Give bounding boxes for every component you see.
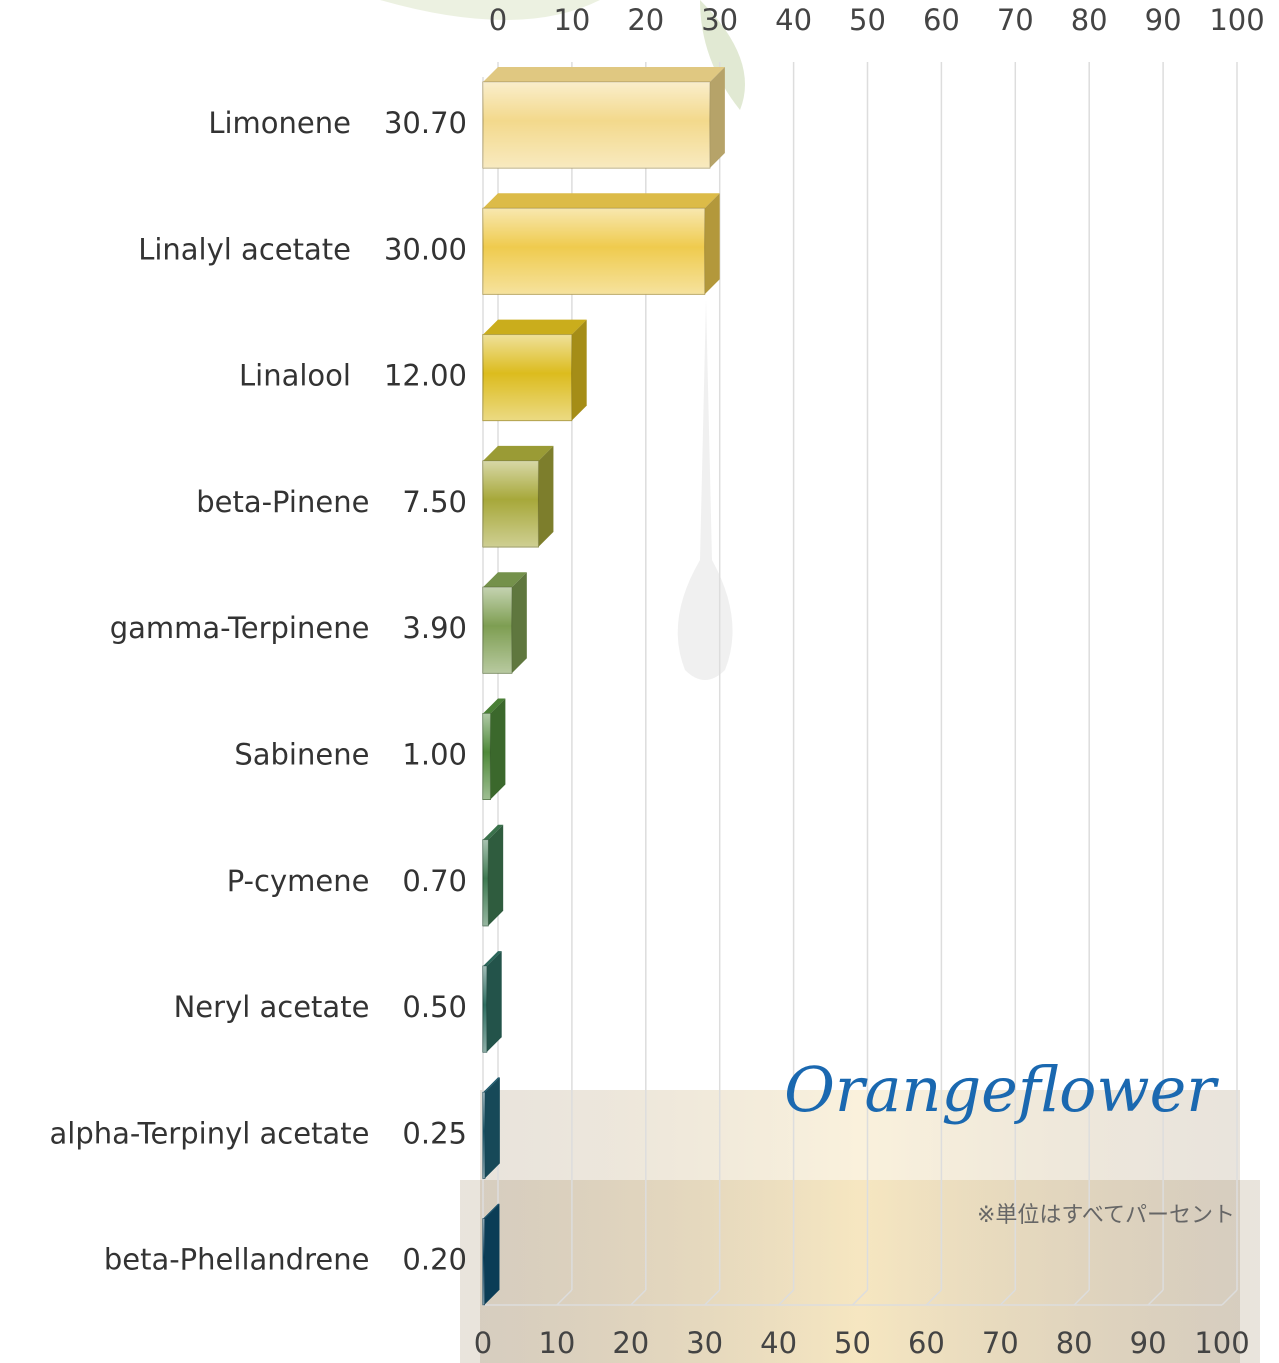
bottom-tick-label: 100 [1194, 1326, 1249, 1360]
category-label: Neryl acetate [174, 990, 370, 1024]
top-tick-label: 50 [849, 3, 886, 37]
bar-shine [483, 208, 705, 294]
bar-shine [483, 714, 490, 800]
value-label: 12.00 [384, 359, 467, 393]
bar-side [572, 320, 587, 421]
top-tick-label: 40 [775, 3, 812, 37]
bottom-tick-label: 10 [538, 1326, 575, 1360]
bar-top [483, 193, 720, 208]
bar-shine [483, 82, 710, 168]
value-label: 30.00 [384, 232, 467, 266]
top-tick-label: 30 [701, 3, 738, 37]
bar-side [490, 699, 505, 800]
bar-shine [483, 335, 572, 421]
bottom-tick-label: 0 [474, 1326, 492, 1360]
top-tick-label: 60 [923, 3, 960, 37]
value-label: 7.50 [402, 485, 467, 519]
category-label: Sabinene [234, 738, 369, 772]
top-tick-label: 70 [997, 3, 1034, 37]
value-label: 3.90 [402, 611, 467, 645]
bar-side [487, 951, 502, 1052]
unit-note: ※単位はすべてパーセント [977, 1203, 1235, 1228]
category-label: beta-Pinene [196, 485, 369, 519]
value-label: 0.25 [402, 1116, 467, 1150]
top-tick-label: 100 [1209, 3, 1264, 37]
bottom-tick-label: 60 [908, 1326, 945, 1360]
value-label: 30.70 [384, 106, 467, 140]
bottom-tick-label: 70 [982, 1326, 1019, 1360]
bar-side [485, 1077, 500, 1178]
category-label: Linalool [239, 359, 351, 393]
value-label: 1.00 [402, 738, 467, 772]
top-tick-label: 80 [1071, 3, 1108, 37]
category-label: beta-Phellandrene [104, 1243, 370, 1277]
value-label: 0.70 [402, 864, 467, 898]
bar-side [488, 825, 503, 926]
bar-shine [483, 1219, 484, 1305]
value-label: 0.20 [402, 1243, 467, 1277]
bar-shine [483, 587, 512, 673]
category-label: Limonene [208, 106, 351, 140]
bar-side [538, 446, 553, 547]
bar-shine [483, 840, 488, 926]
logo: Orangeflower [784, 1053, 1219, 1126]
bottom-tick-label: 80 [1056, 1326, 1093, 1360]
bar-side [512, 572, 527, 673]
category-label: alpha-Terpinyl acetate [49, 1116, 369, 1150]
top-tick-label: 10 [553, 3, 590, 37]
bar-side [705, 193, 720, 294]
bottom-tick-label: 50 [834, 1326, 871, 1360]
bar-top [483, 320, 587, 335]
bottom-tick-label: 90 [1130, 1326, 1167, 1360]
bottom-tick-label: 20 [612, 1326, 649, 1360]
category-label: P-cymene [227, 864, 370, 898]
bar-side [710, 67, 725, 168]
top-tick-label: 0 [489, 3, 507, 37]
bottom-tick-label: 30 [686, 1326, 723, 1360]
value-label: 0.50 [402, 990, 467, 1024]
bottom-tick-label: 40 [760, 1326, 797, 1360]
top-tick-label: 20 [627, 3, 664, 37]
bar-shine [483, 966, 487, 1052]
bar-shine [483, 1092, 485, 1178]
top-tick-label: 90 [1145, 3, 1182, 37]
chart: Orangeflower ※単位はすべてパーセント 0 0 10 10 20 20 30 30… [0, 0, 1279, 1363]
category-label: gamma-Terpinene [110, 611, 370, 645]
bar-side [484, 1204, 499, 1305]
category-label: Linalyl acetate [138, 232, 351, 266]
bar-top [483, 67, 725, 82]
bar-shine [483, 461, 538, 547]
